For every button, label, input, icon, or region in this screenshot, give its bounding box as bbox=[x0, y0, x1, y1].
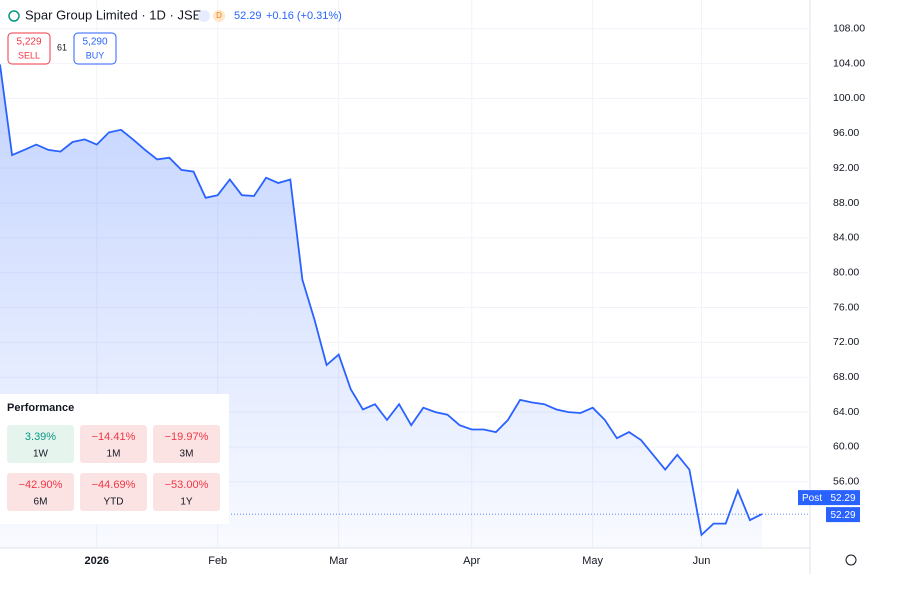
y-tick-label: 88.00 bbox=[833, 197, 859, 209]
buy-price: 5,290 bbox=[82, 37, 107, 48]
performance-value: −42.90% bbox=[19, 479, 63, 491]
settings-icon[interactable] bbox=[845, 554, 857, 566]
delay-icon bbox=[213, 10, 225, 22]
performance-period: 1M bbox=[107, 449, 121, 460]
performance-period: YTD bbox=[104, 497, 124, 508]
x-tick-label: Mar bbox=[329, 555, 348, 567]
performance-cell bbox=[80, 473, 147, 511]
x-tick-label: 2026 bbox=[85, 555, 109, 567]
performance-cell bbox=[7, 473, 74, 511]
sell-price: 5,229 bbox=[16, 37, 41, 48]
y-tick-label: 92.00 bbox=[833, 162, 859, 174]
sell-button[interactable] bbox=[7, 32, 51, 65]
performance-value: −14.41% bbox=[92, 431, 136, 443]
y-tick-label: 60.00 bbox=[833, 441, 859, 453]
x-tick-label: Apr bbox=[463, 555, 480, 567]
session-icon bbox=[198, 10, 210, 22]
x-tick-label: Feb bbox=[208, 555, 227, 567]
y-tick-label: 72.00 bbox=[833, 336, 859, 348]
performance-cell bbox=[80, 425, 147, 463]
buy-label: BUY bbox=[86, 50, 105, 60]
spread: 61 bbox=[57, 42, 67, 52]
price-tag-label: 52.29 bbox=[830, 510, 855, 521]
sell-label: SELL bbox=[18, 50, 40, 60]
y-tick-label: 108.00 bbox=[833, 23, 865, 35]
post-tag-label: Post bbox=[802, 493, 822, 504]
performance-cell bbox=[153, 473, 220, 511]
y-tick-label: 96.00 bbox=[833, 127, 859, 139]
y-tick-label: 104.00 bbox=[833, 57, 865, 69]
performance-value: 3.39% bbox=[25, 431, 56, 443]
performance-period: 6M bbox=[34, 497, 48, 508]
y-tick-label: 84.00 bbox=[833, 232, 859, 244]
price-tag-label: 52.29 bbox=[830, 493, 855, 504]
delay-badge: D bbox=[216, 11, 222, 20]
performance-value: −53.00% bbox=[165, 479, 209, 491]
performance-period: 3M bbox=[180, 449, 194, 460]
performance-value: −19.97% bbox=[165, 431, 209, 443]
line bbox=[0, 64, 763, 537]
price-tag bbox=[826, 507, 860, 523]
price-tag bbox=[826, 490, 860, 506]
y-tick-label: 68.00 bbox=[833, 371, 859, 383]
last-price: 52.29 bbox=[234, 10, 262, 22]
y-tick-label: 100.00 bbox=[833, 92, 865, 104]
y-tick-label: 64.00 bbox=[833, 406, 859, 418]
x-tick-label: Jun bbox=[693, 555, 711, 567]
y-tick-label: 56.00 bbox=[833, 476, 859, 488]
performance-cell bbox=[153, 425, 220, 463]
x-tick-label: May bbox=[582, 555, 603, 567]
performance-cell bbox=[7, 425, 74, 463]
post-tag bbox=[798, 490, 826, 506]
performance-value: −44.69% bbox=[92, 479, 136, 491]
performance-title: Performance bbox=[7, 402, 74, 414]
y-tick-label: 76.00 bbox=[833, 301, 859, 313]
price-change: +0.16 (+0.31%) bbox=[266, 10, 342, 22]
performance-period: 1W bbox=[33, 449, 49, 460]
y-tick-label: 80.00 bbox=[833, 266, 859, 278]
buy-button[interactable] bbox=[73, 32, 117, 65]
performance-period: 1Y bbox=[180, 497, 193, 508]
status-icon bbox=[8, 10, 20, 22]
symbol-title: Spar Group Limited · 1D · JSE bbox=[25, 7, 202, 22]
